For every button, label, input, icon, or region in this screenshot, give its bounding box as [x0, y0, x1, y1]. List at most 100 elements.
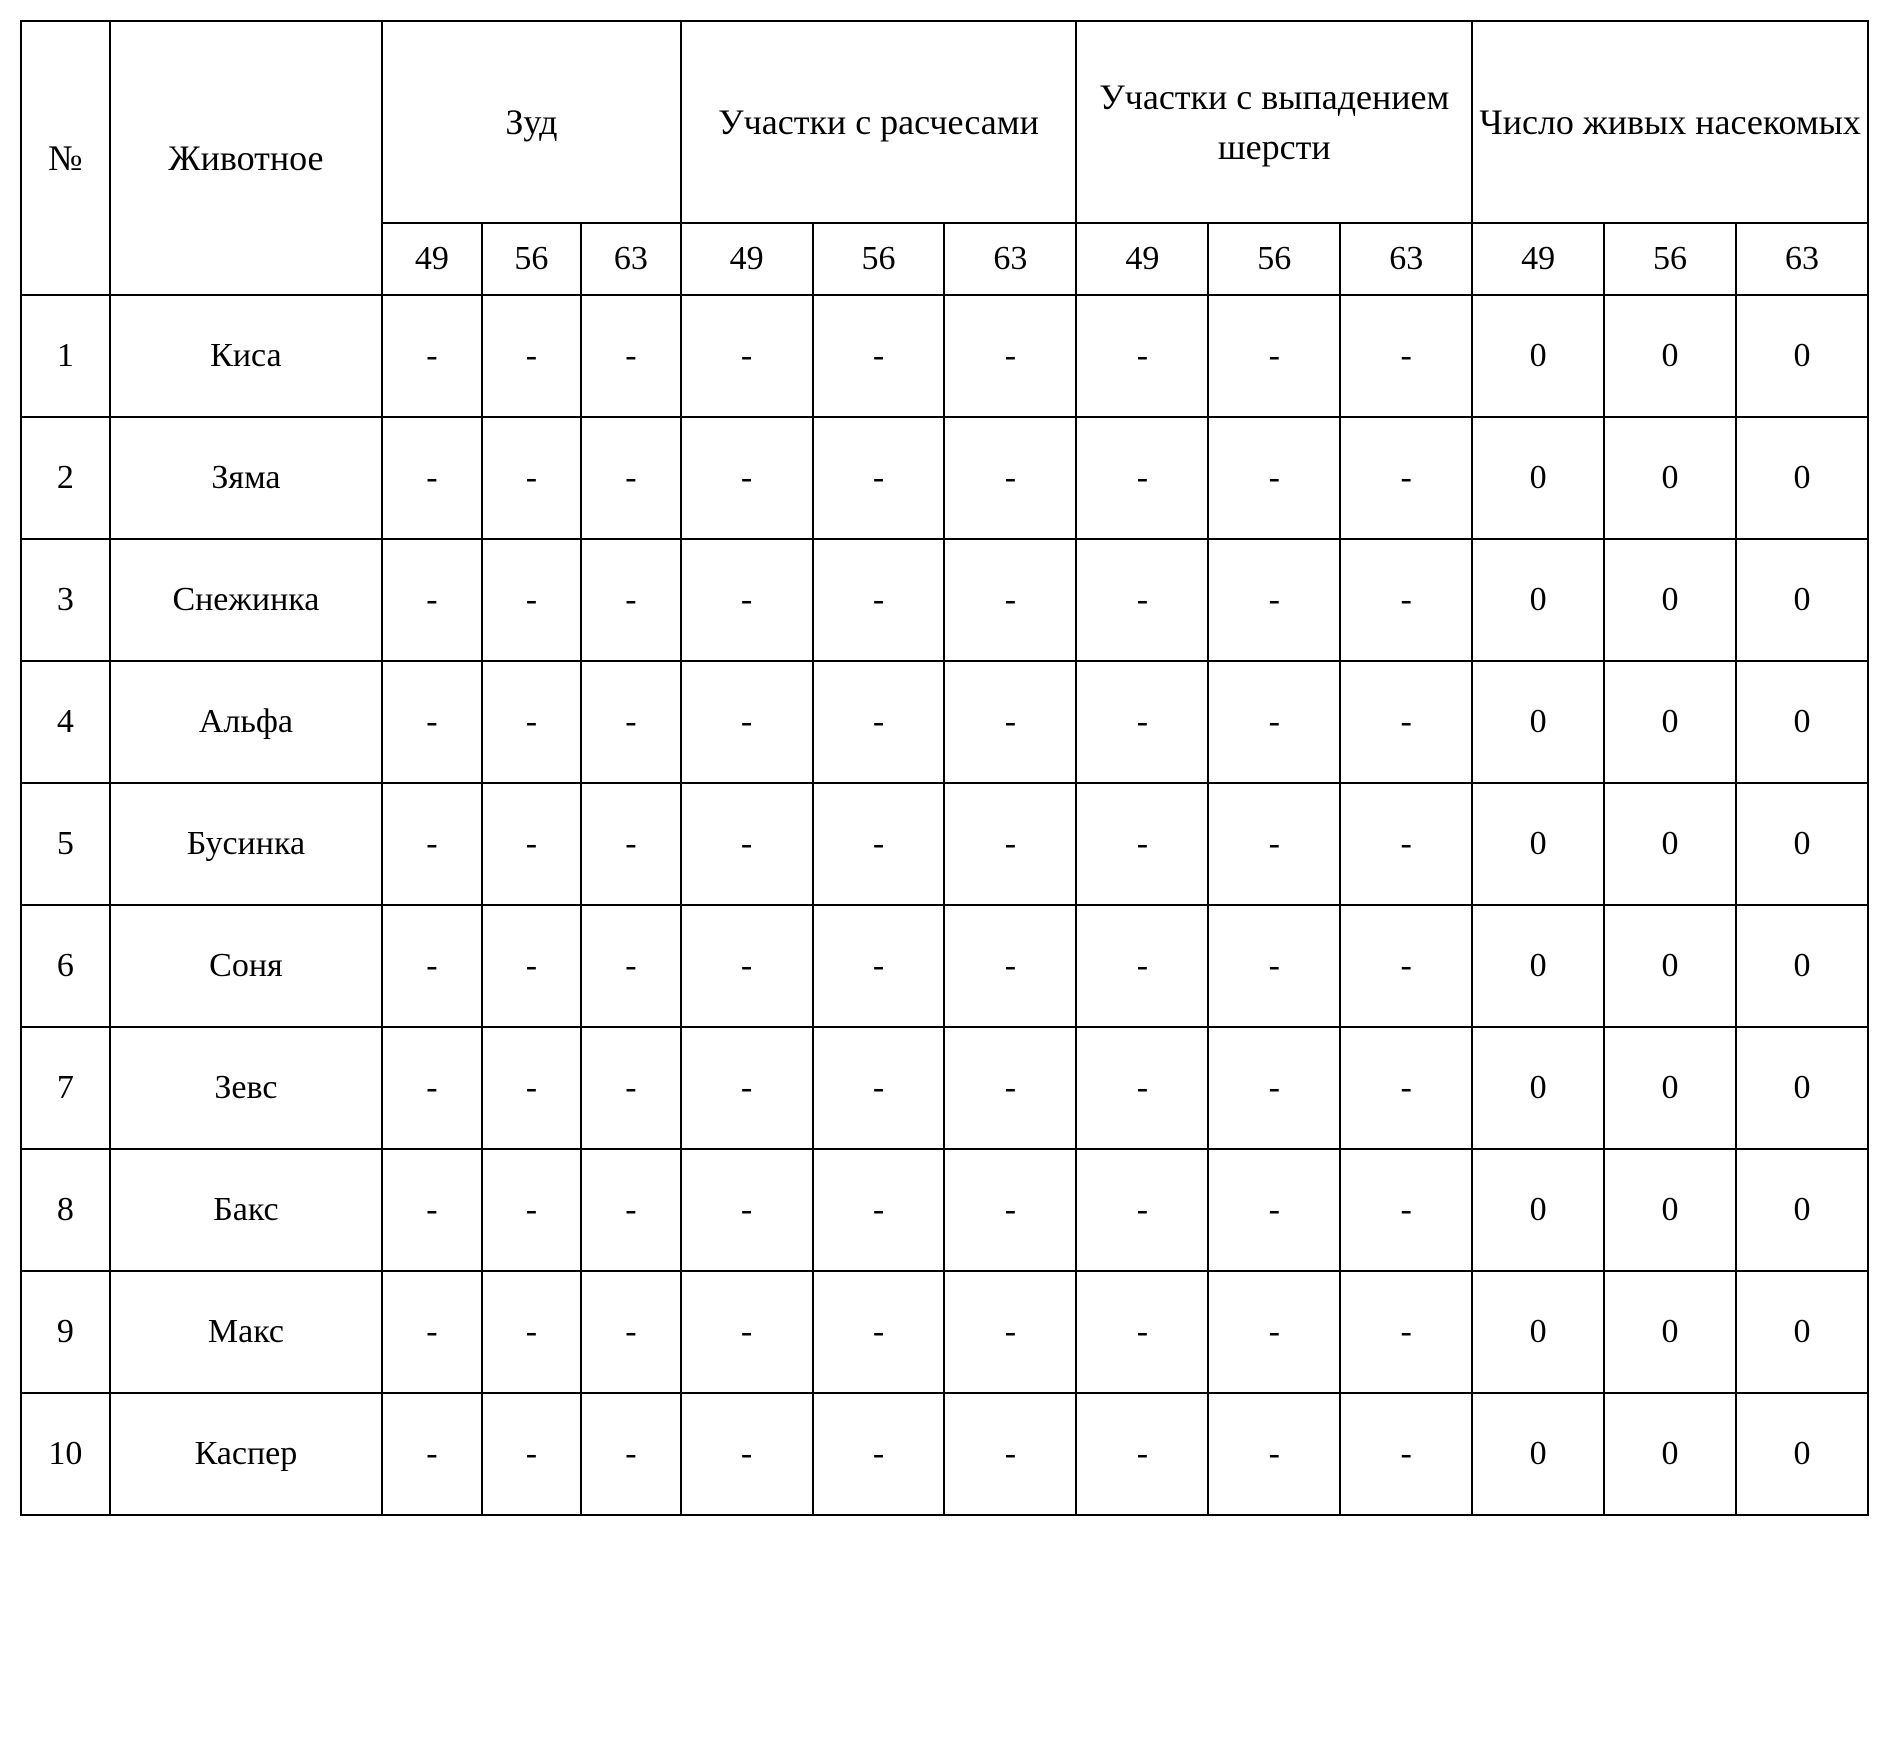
- cell-value: -: [944, 1149, 1076, 1271]
- cell-value: -: [1208, 1149, 1340, 1271]
- cell-value: -: [382, 295, 481, 417]
- header-sub: 49: [1472, 223, 1604, 295]
- cell-value: -: [944, 1393, 1076, 1515]
- cell-value: -: [944, 417, 1076, 539]
- cell-value: -: [681, 1271, 813, 1393]
- cell-value: 0: [1604, 295, 1736, 417]
- cell-value: -: [1340, 539, 1472, 661]
- cell-value: 0: [1604, 1271, 1736, 1393]
- cell-animal-name: Зяма: [110, 417, 383, 539]
- cell-value: -: [813, 1271, 945, 1393]
- cell-num: 3: [21, 539, 110, 661]
- cell-animal-name: Каспер: [110, 1393, 383, 1515]
- table-row: 3Снежинка---------000: [21, 539, 1868, 661]
- cell-value: -: [681, 1393, 813, 1515]
- table-header: № Животное Зуд Участки с расчесами Участ…: [21, 21, 1868, 295]
- cell-animal-name: Киса: [110, 295, 383, 417]
- cell-value: -: [581, 783, 680, 905]
- cell-value: -: [1208, 783, 1340, 905]
- cell-num: 7: [21, 1027, 110, 1149]
- header-group-3: Число живых насекомых: [1472, 21, 1868, 223]
- cell-value: -: [1076, 417, 1208, 539]
- header-sub: 49: [1076, 223, 1208, 295]
- header-group-2: Участки с выпадением шерсти: [1076, 21, 1472, 223]
- cell-num: 4: [21, 661, 110, 783]
- table-row: 1Киса---------000: [21, 295, 1868, 417]
- cell-animal-name: Снежинка: [110, 539, 383, 661]
- cell-value: -: [382, 1393, 481, 1515]
- cell-num: 1: [21, 295, 110, 417]
- cell-value: -: [944, 539, 1076, 661]
- table-row: 10Каспер---------000: [21, 1393, 1868, 1515]
- cell-value: -: [1076, 295, 1208, 417]
- header-sub: 63: [1340, 223, 1472, 295]
- cell-value: -: [1208, 1393, 1340, 1515]
- cell-value: -: [482, 1149, 581, 1271]
- cell-value: 0: [1472, 1149, 1604, 1271]
- cell-value: 0: [1472, 661, 1604, 783]
- cell-value: -: [1340, 1149, 1472, 1271]
- cell-value: -: [681, 539, 813, 661]
- cell-value: -: [681, 1027, 813, 1149]
- header-sub: 56: [1208, 223, 1340, 295]
- cell-value: -: [1340, 1027, 1472, 1149]
- cell-value: -: [382, 661, 481, 783]
- cell-animal-name: Соня: [110, 905, 383, 1027]
- cell-num: 6: [21, 905, 110, 1027]
- cell-value: 0: [1472, 539, 1604, 661]
- cell-value: -: [1340, 661, 1472, 783]
- cell-value: 0: [1736, 417, 1868, 539]
- cell-value: -: [581, 417, 680, 539]
- cell-value: -: [1208, 295, 1340, 417]
- cell-value: -: [482, 905, 581, 1027]
- cell-value: -: [1208, 905, 1340, 1027]
- table-row: 9Макс---------000: [21, 1271, 1868, 1393]
- header-sub: 63: [1736, 223, 1868, 295]
- cell-value: -: [382, 539, 481, 661]
- cell-value: -: [1208, 539, 1340, 661]
- cell-value: 0: [1472, 1271, 1604, 1393]
- header-group-1: Участки с расчесами: [681, 21, 1077, 223]
- cell-num: 9: [21, 1271, 110, 1393]
- cell-value: 0: [1736, 539, 1868, 661]
- cell-value: -: [1076, 1393, 1208, 1515]
- cell-value: -: [581, 295, 680, 417]
- cell-value: -: [1076, 1149, 1208, 1271]
- cell-value: -: [813, 905, 945, 1027]
- table-row: 6Соня---------000: [21, 905, 1868, 1027]
- cell-value: -: [813, 1149, 945, 1271]
- header-group-0: Зуд: [382, 21, 680, 223]
- cell-value: 0: [1604, 661, 1736, 783]
- table-body: 1Киса---------0002Зяма---------0003Снежи…: [21, 295, 1868, 1515]
- cell-value: -: [1208, 661, 1340, 783]
- cell-value: 0: [1472, 1027, 1604, 1149]
- header-sub: 56: [813, 223, 945, 295]
- header-sub: 56: [1604, 223, 1736, 295]
- cell-value: 0: [1604, 1149, 1736, 1271]
- header-num: №: [21, 21, 110, 295]
- cell-value: -: [944, 295, 1076, 417]
- cell-num: 5: [21, 783, 110, 905]
- cell-num: 2: [21, 417, 110, 539]
- cell-animal-name: Макс: [110, 1271, 383, 1393]
- cell-value: 0: [1472, 1393, 1604, 1515]
- cell-value: -: [1076, 1027, 1208, 1149]
- cell-value: -: [382, 1271, 481, 1393]
- cell-value: 0: [1736, 1149, 1868, 1271]
- cell-animal-name: Бакс: [110, 1149, 383, 1271]
- cell-value: -: [482, 661, 581, 783]
- cell-value: -: [482, 1271, 581, 1393]
- header-sub: 63: [944, 223, 1076, 295]
- cell-value: 0: [1472, 783, 1604, 905]
- cell-value: -: [813, 661, 945, 783]
- cell-value: 0: [1736, 1271, 1868, 1393]
- table-row: 4Альфа---------000: [21, 661, 1868, 783]
- cell-value: 0: [1604, 417, 1736, 539]
- cell-value: 0: [1736, 295, 1868, 417]
- cell-value: -: [382, 417, 481, 539]
- cell-value: -: [944, 783, 1076, 905]
- cell-value: -: [581, 1149, 680, 1271]
- cell-num: 10: [21, 1393, 110, 1515]
- cell-value: -: [1340, 905, 1472, 1027]
- table-row: 2Зяма---------000: [21, 417, 1868, 539]
